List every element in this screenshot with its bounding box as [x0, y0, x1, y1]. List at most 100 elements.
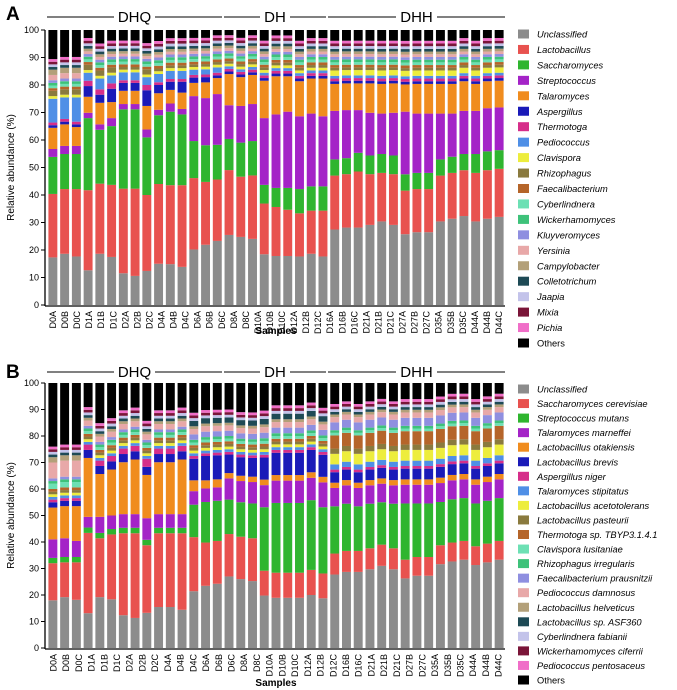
bar-segment	[118, 383, 128, 411]
bar-segment	[118, 514, 128, 528]
bar-segment	[189, 434, 199, 440]
bar-segment	[224, 40, 234, 43]
bar-segment	[142, 434, 152, 440]
bar-segment	[83, 412, 93, 416]
bar-segment	[377, 54, 387, 57]
bar-segment	[118, 443, 128, 446]
bar-segment	[482, 399, 492, 402]
bar-segment	[412, 62, 422, 66]
bar-segment	[95, 43, 105, 47]
bar-segment	[295, 475, 304, 481]
legend-swatch	[518, 168, 529, 178]
bar-segment	[224, 50, 234, 54]
legend-label: Lactobacillus helveticus	[537, 603, 635, 613]
x-tick-label: D10B	[277, 654, 287, 677]
bar-segment	[283, 408, 293, 411]
bar-segment	[212, 43, 222, 47]
y-tick-label: 90	[29, 405, 39, 415]
bar-segment	[212, 423, 222, 426]
bar-segment	[48, 74, 58, 81]
bar-segment	[377, 59, 387, 63]
bar-segment	[295, 449, 304, 453]
bar-segment	[447, 426, 457, 440]
bar-segment	[377, 404, 387, 407]
bar-segment	[283, 76, 293, 112]
group-label-bg	[260, 8, 290, 22]
bar-segment	[248, 457, 257, 477]
bar-segment	[447, 81, 457, 84]
legend-label: Yersinia	[537, 246, 570, 256]
bar-segment	[353, 550, 363, 572]
bar-segment	[412, 30, 422, 41]
bar-segment	[353, 30, 363, 41]
stacked-bars	[48, 30, 504, 305]
bar-segment	[177, 62, 187, 66]
bar-segment	[118, 413, 128, 416]
bar-segment	[154, 93, 164, 110]
bar-segment	[412, 172, 422, 190]
bar-segment	[224, 234, 234, 305]
bar-segment	[306, 56, 316, 60]
bar-segment	[388, 62, 398, 65]
bar-segment	[48, 30, 58, 60]
bar-segment	[189, 480, 199, 492]
bar-segment	[412, 70, 422, 76]
bar-segment	[201, 442, 211, 446]
bar-segment	[318, 65, 328, 68]
bar-segment	[60, 482, 70, 488]
bar-segment	[400, 468, 410, 480]
bar-segment	[435, 442, 445, 448]
bar-segment	[494, 75, 504, 79]
bar-segment	[201, 437, 211, 440]
bar-segment	[318, 416, 328, 422]
legend-label: Faecalibacterium prausnitzii	[537, 574, 653, 584]
bar-segment	[494, 407, 504, 413]
bar-segment	[459, 38, 469, 41]
bar-segment	[283, 502, 293, 573]
bar-segment	[236, 37, 246, 41]
bar-segment	[201, 48, 211, 51]
y-tick-label: 10	[29, 617, 39, 627]
bar-segment	[377, 56, 387, 60]
bar-segment	[165, 43, 175, 47]
bar-segment	[353, 409, 363, 412]
bar-segment	[342, 56, 351, 60]
bar-segment	[224, 105, 234, 139]
legend-label: Jaapia	[536, 292, 564, 302]
bar-segment	[435, 65, 445, 68]
bar-segment	[118, 432, 128, 435]
bar-segment	[318, 482, 328, 508]
bar-segment	[342, 174, 351, 228]
bar-segment	[177, 383, 187, 408]
bar-segment	[365, 419, 375, 428]
bar-segment	[60, 56, 70, 60]
bar-segment	[271, 438, 281, 442]
bar-segment	[224, 58, 234, 62]
bar-segment	[201, 410, 211, 413]
y-tick-label: 0	[34, 300, 39, 310]
x-tick-label: D0C	[72, 311, 82, 330]
bar-segment	[377, 383, 387, 399]
bar-segment	[388, 112, 398, 156]
bar-segment	[142, 447, 152, 451]
bar-segment	[306, 430, 316, 434]
bar-segment	[424, 401, 434, 405]
bar-segment	[201, 74, 211, 78]
bar-segment	[330, 43, 340, 47]
bar-segment	[353, 469, 363, 473]
bar-segment	[248, 455, 257, 458]
legend-label: Aspergillus	[536, 107, 583, 117]
legend-label: Unclassified	[537, 30, 588, 40]
bar-segment	[471, 401, 481, 405]
bar-segment	[435, 501, 445, 546]
bar-segment	[365, 78, 375, 81]
bar-segment	[330, 409, 340, 412]
bar-segment	[365, 406, 375, 410]
bar-segment	[330, 51, 340, 55]
bar-segment	[482, 81, 492, 109]
bar-segment	[165, 533, 175, 608]
bar-segment	[459, 65, 469, 68]
bar-segment	[201, 456, 211, 481]
bar-segment	[201, 82, 211, 99]
bar-segment	[482, 423, 492, 426]
